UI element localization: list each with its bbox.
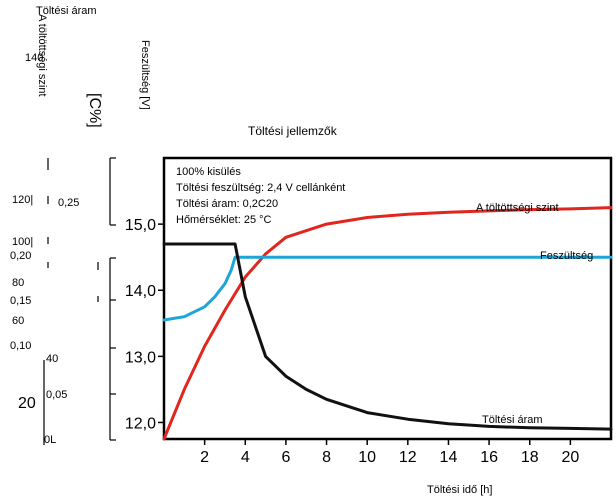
y-tick-label: 14,0 [125,283,156,300]
current-tick-label: 0,15 [10,295,31,307]
series-lines [162,206,613,441]
x-axis-title: Töltési idő [h] [427,484,492,496]
left-scales: 0,05 0,10 0,15 0,20 0,25 0L 20 40 60 80 100| 120| 14… [10,52,116,446]
voltage-y-axis: 12,0 13,0 14,0 15,0 [125,217,164,432]
x-tick-label: 2 [200,449,209,466]
x-tick-label: 6 [281,449,290,466]
x-tick-label: 12 [399,449,417,466]
annotation-line: Töltési áram: 0,2C20 [176,198,278,210]
current-tick-label: 0,25 [58,197,79,209]
series-label-soc: A töltöttségi szint [476,202,559,214]
y-tick-label: 15,0 [125,217,156,234]
soc-tick-label: 20 [18,395,36,412]
annotation-line: 100% kisülés [176,166,241,178]
x-tick-label: 14 [440,449,458,466]
annotation-line: Hőmérséklet: 25 °C [176,214,272,226]
x-tick-label: 16 [480,449,498,466]
current-axis-label: Töltési áram [36,5,97,17]
soc-tick-label: 120| [12,194,33,206]
current-axis-unit: [C%] [86,93,103,128]
x-axis: 2 4 6 8 10 12 14 16 18 20 [200,439,579,466]
y-tick-label: 13,0 [125,349,156,366]
plot-frame [162,156,613,441]
soc-tick-label: 60 [12,315,24,327]
y-tick-label: 12,0 [125,415,156,432]
chart-title: Töltési jellemzők [248,124,338,138]
series-label-current: Töltési áram [482,414,543,426]
x-tick-label: 10 [358,449,376,466]
x-tick-label: 8 [322,449,331,466]
soc-tick-label: 140 [25,52,43,64]
x-tick-label: 4 [241,449,250,466]
annotation-box: 100% kisülés Töltési feszültség: 2,4 V c… [176,166,345,226]
current-tick-label: 0,05 [46,389,67,401]
soc-tick-label: 40 [46,353,58,365]
voltage-axis-label: Feszültség [V] [139,40,151,110]
current-tick-label: 0,10 [10,340,31,352]
soc-tick-label: 100| [12,236,33,248]
x-tick-label: 18 [521,449,539,466]
series-line [162,242,613,431]
soc-tick-label: 80 [12,277,24,289]
soc-tick-label: 0L [44,434,56,446]
series-line [162,206,613,441]
current-tick-label: 0,20 [10,250,31,262]
annotation-line: Töltési feszültség: 2,4 V cellánként [176,182,345,194]
soc-axis-label: A töltöttségi szint [36,14,48,97]
series-label-voltage: Feszültség [540,250,593,262]
x-tick-label: 20 [561,449,579,466]
